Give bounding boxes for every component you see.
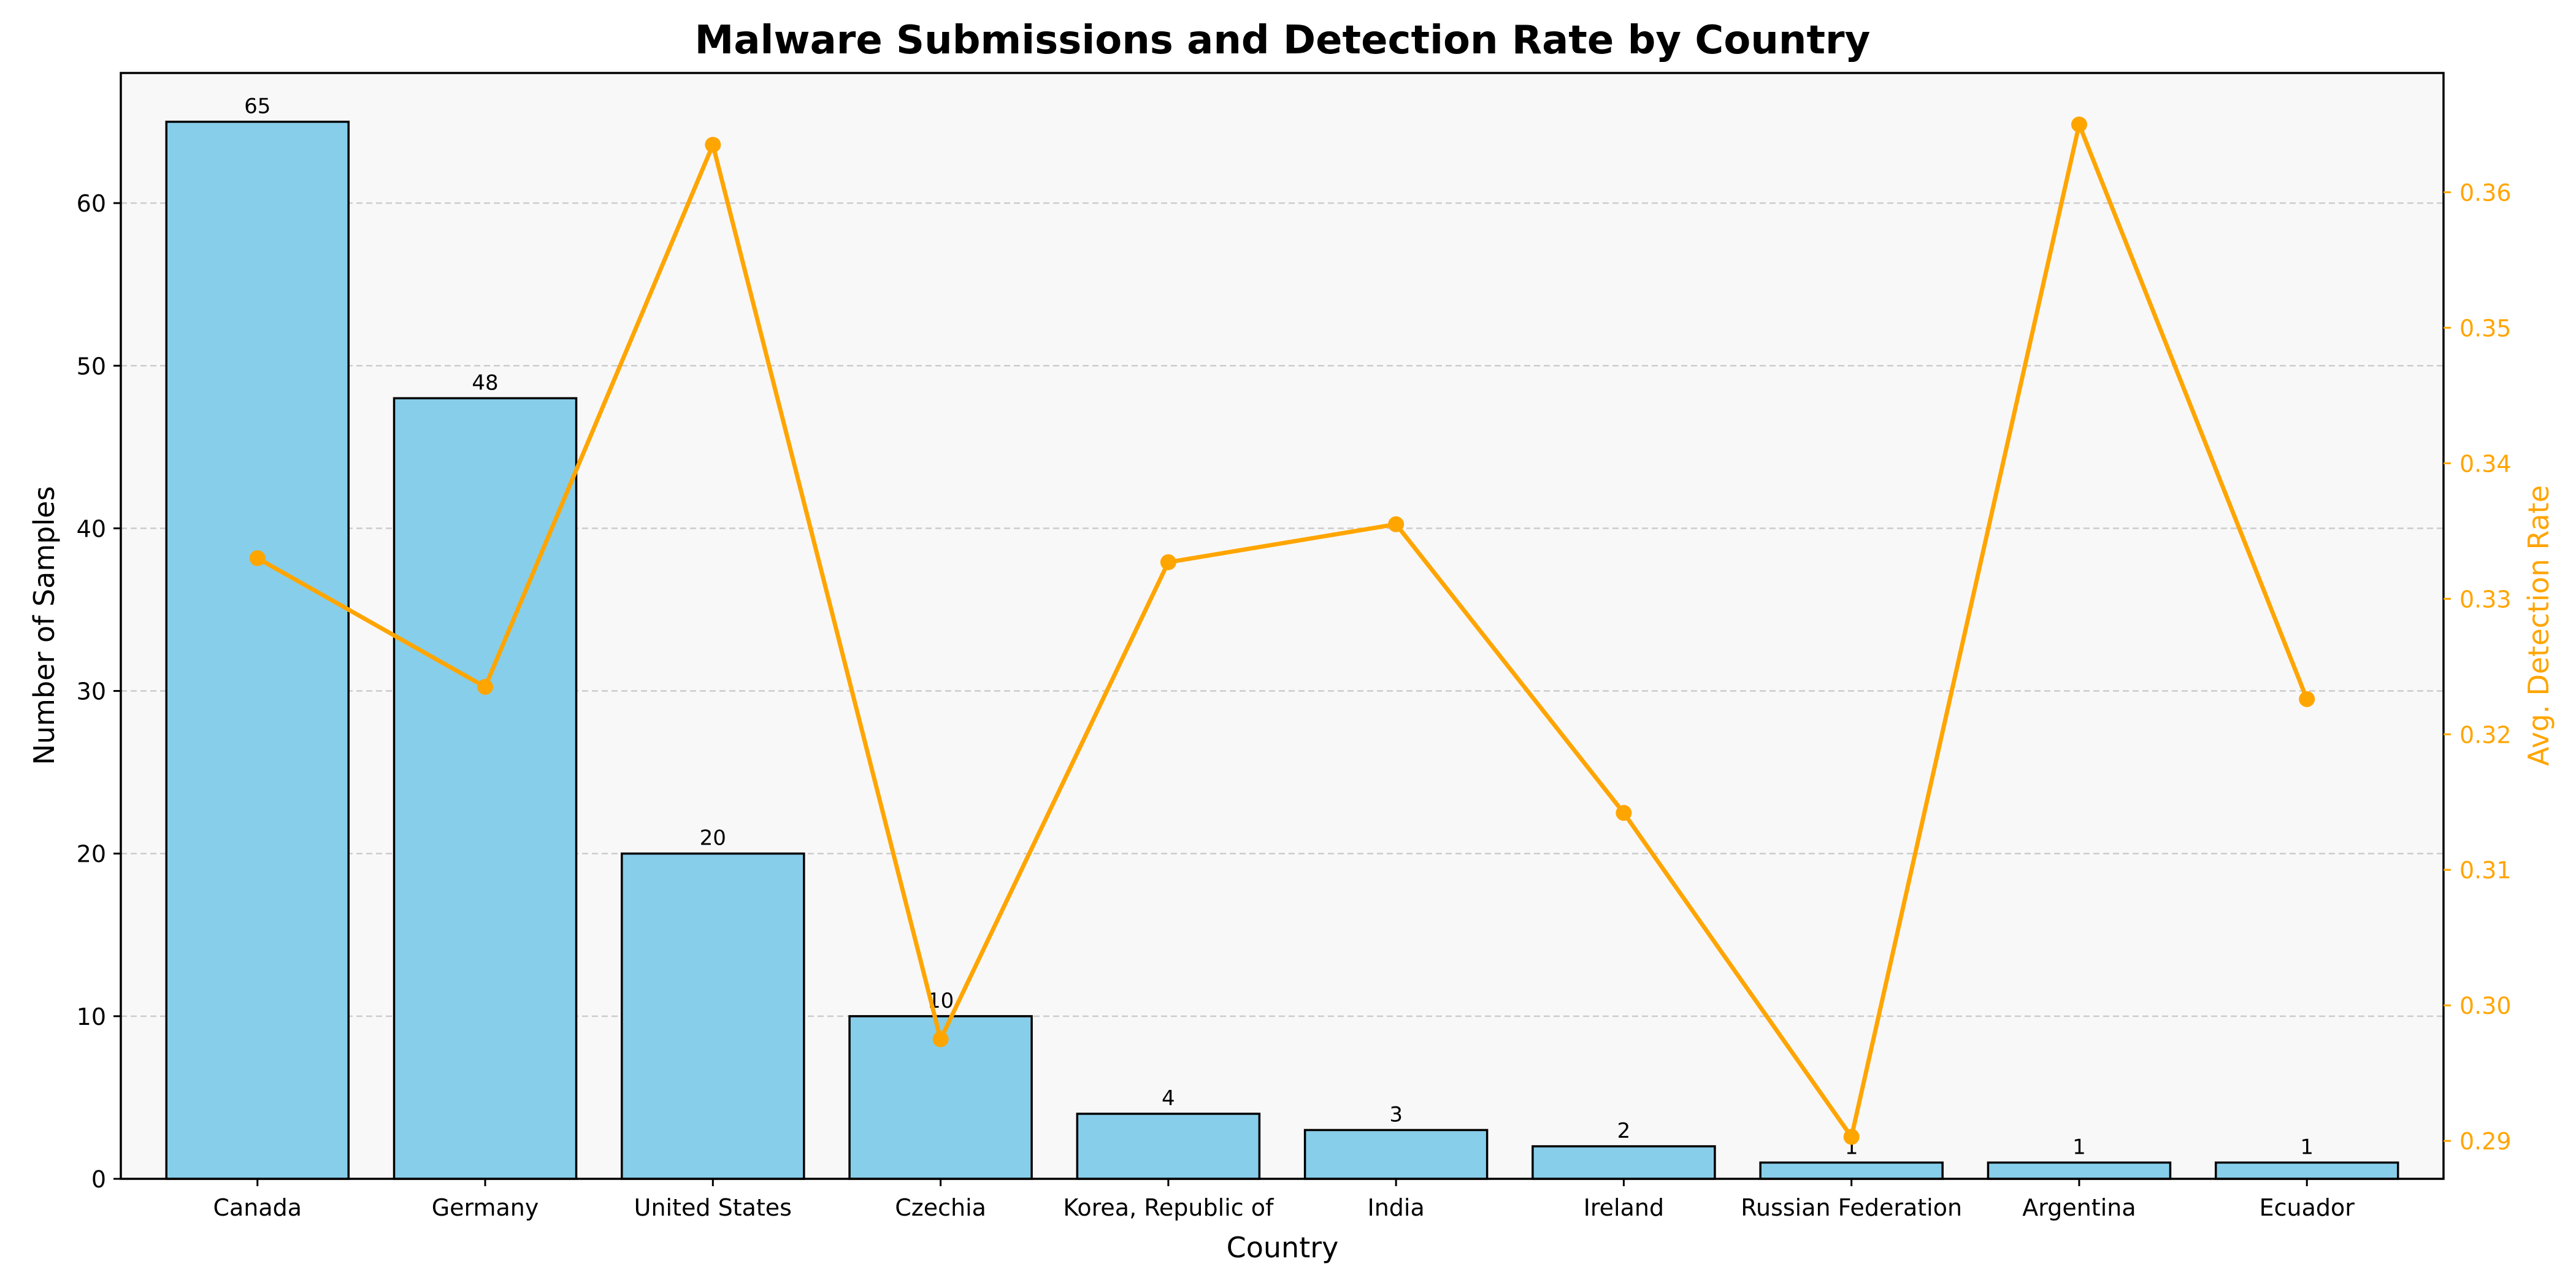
chart-title: Malware Submissions and Detection Rate b… bbox=[695, 18, 1871, 63]
bar-value-label-united-states: 20 bbox=[700, 826, 726, 851]
y-axis-label: Number of Samples bbox=[28, 486, 61, 765]
right-tick-label-5: 0.34 bbox=[2459, 450, 2512, 477]
detection-rate-point-russian-federation bbox=[1843, 1129, 1860, 1145]
x-tick-label-india: India bbox=[1368, 1194, 1425, 1221]
x-axis: Canada Germany United States Czechia Korea, … bbox=[213, 1179, 2355, 1221]
right-tick-label-0: 0.29 bbox=[2459, 1128, 2512, 1155]
right-tick-label-2: 0.31 bbox=[2459, 857, 2512, 884]
x-tick-label-ecuador: Ecuador bbox=[2260, 1194, 2355, 1221]
detection-rate-line bbox=[256, 122, 2309, 1140]
right-axis: 0.29 0.30 0.31 0.32 0.33 0.34 0.35 0.36 bbox=[2444, 179, 2512, 1155]
bar-value-label-ecuador: 1 bbox=[2300, 1135, 2313, 1159]
x-tick-label-germany: Germany bbox=[432, 1194, 539, 1221]
detection-rate-series bbox=[249, 116, 2315, 1145]
bar-value-label-korea-republic-of: 4 bbox=[1162, 1086, 1175, 1111]
detection-rate-point-ireland bbox=[1616, 805, 1632, 821]
bar-value-label-ireland: 2 bbox=[1617, 1119, 1631, 1143]
bar-value-label-india: 3 bbox=[1389, 1102, 1403, 1127]
plot-border bbox=[120, 72, 2445, 1180]
right-tick-label-7: 0.36 bbox=[2459, 179, 2512, 206]
bar-value-label-canada: 65 bbox=[244, 94, 270, 119]
detection-rate-point-argentina bbox=[2071, 116, 2087, 132]
bar-value-label-argentina: 1 bbox=[2072, 1135, 2086, 1159]
bar-argentina bbox=[1987, 1161, 2172, 1180]
x-tick-label-korea-republic-of: Korea, Republic of bbox=[1063, 1194, 1275, 1221]
detection-rate-point-india bbox=[1388, 516, 1405, 532]
bar-germany bbox=[393, 397, 578, 1180]
x-tick-label-canada: Canada bbox=[213, 1194, 302, 1221]
detection-rate-point-ecuador bbox=[2299, 691, 2315, 707]
detection-rate-point-canada bbox=[249, 550, 266, 567]
right-tick-label-6: 0.35 bbox=[2459, 315, 2512, 342]
plot-frame bbox=[120, 72, 2445, 1180]
right-tick-label-1: 0.30 bbox=[2459, 992, 2512, 1019]
left-tick-label-0: 0 bbox=[91, 1166, 106, 1193]
left-tick-label-40: 40 bbox=[77, 515, 106, 542]
bar-canada bbox=[165, 120, 350, 1180]
bar-russian-federation bbox=[1759, 1161, 1944, 1180]
bar-korea-republic-of bbox=[1076, 1113, 1261, 1180]
bar-value-label-germany: 48 bbox=[472, 370, 498, 395]
detection-rate-point-czechia bbox=[932, 1031, 949, 1048]
bar-india bbox=[1303, 1129, 1489, 1180]
x-tick-label-russian-federation: Russian Federation bbox=[1741, 1194, 1962, 1221]
x-tick-label-argentina: Argentina bbox=[2022, 1194, 2136, 1221]
detection-rate-point-germany bbox=[477, 678, 494, 695]
left-tick-label-20: 20 bbox=[77, 841, 106, 868]
bar-ireland bbox=[1531, 1145, 1716, 1180]
x-axis-label: Country bbox=[1227, 1231, 1339, 1264]
left-axis: 0 10 20 30 40 50 60 bbox=[77, 190, 121, 1193]
right-tick-label-3: 0.32 bbox=[2459, 721, 2512, 748]
bar-ecuador bbox=[2214, 1161, 2399, 1180]
detection-rate-point-korea-republic-of bbox=[1160, 554, 1176, 570]
left-tick-label-60: 60 bbox=[77, 190, 106, 217]
x-tick-label-czechia: Czechia bbox=[895, 1194, 986, 1221]
left-tick-label-10: 10 bbox=[77, 1003, 106, 1030]
x-tick-label-united-states: United States bbox=[634, 1194, 792, 1221]
right-tick-label-4: 0.33 bbox=[2459, 586, 2512, 613]
detection-rate-point-united-states bbox=[705, 137, 721, 153]
bar-united-states bbox=[621, 852, 805, 1180]
left-tick-label-30: 30 bbox=[77, 678, 106, 705]
left-tick-label-50: 50 bbox=[77, 353, 106, 380]
x-tick-label-ireland: Ireland bbox=[1584, 1194, 1664, 1221]
y2-axis-label: Avg. Detection Rate bbox=[2522, 485, 2555, 766]
